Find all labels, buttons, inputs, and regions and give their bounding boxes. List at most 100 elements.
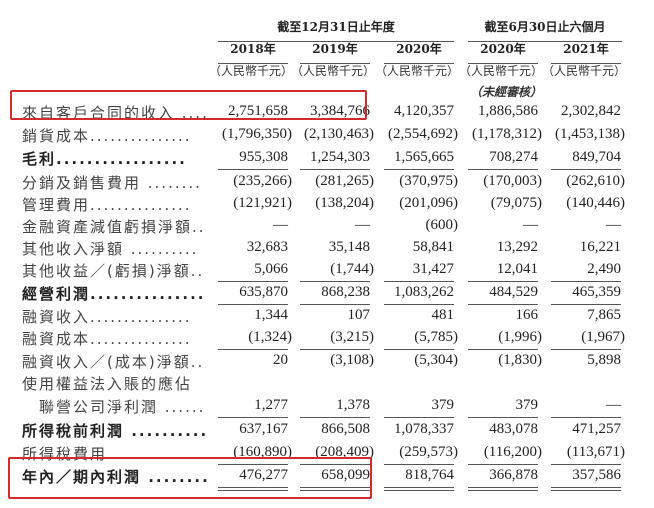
cell-value: (1,996) [498,329,542,345]
year-header: 2021年 [563,42,609,56]
cell-value: 32,683 [246,239,288,255]
cell-value: 476,277 [239,467,288,483]
table-row: 融資成本............... (1,324) (3,215) (5,785)… [0,328,654,348]
unit-label: （人民幣千元） [375,64,460,78]
cell-value: 4,120,357 [394,103,454,119]
cell-value: 5,898 [587,352,621,368]
cell-value: 35,148 [328,239,370,255]
highlight-box-revenue [10,90,367,120]
cell-value: (116,200) [483,444,542,460]
subtotal-rule [218,417,288,418]
row-label: 融資成本............... [22,330,192,348]
subtotal-rule [468,304,538,305]
cell-value: (170,003) [483,173,542,189]
cell-value: (259,573) [399,444,458,460]
year-header: 2019年 [312,42,358,56]
cell-value: (121,921) [233,195,292,211]
cell-value: — [606,397,621,413]
row-label: 聯營公司淨利潤 ...... [22,398,206,416]
total-rule [300,490,370,491]
subtotal-rule [300,281,370,282]
cell-value: 484,529 [489,284,538,300]
subtotal-rule [468,281,538,282]
cell-value: — [355,217,370,233]
cell-value: 3,384,766 [310,103,370,119]
row-label: 來自客戶合同的收入 .... [22,104,209,122]
cell-value: (5,304) [414,352,458,368]
cell-value: 107 [347,307,371,323]
cell-value: 868,238 [321,284,370,300]
subtotal-rule [218,304,288,305]
unit-label: （人民幣千元） [291,64,376,78]
subtotal-rule [468,464,538,465]
year-header: 2018年 [230,42,276,56]
subtotal-rule [551,417,621,418]
cell-value: 2,490 [587,261,621,277]
table-row: 來自客戶合同的收入 .... 2,751,658 3,384,766 4,120,35… [0,102,654,122]
cell-value: 1,083,262 [394,284,454,300]
total-rule [551,487,621,488]
cell-value: 471,257 [572,421,621,437]
cell-value: 658,099 [321,467,370,483]
cell-value: — [273,217,288,233]
subtotal-rule [551,349,621,350]
table-row: 管理費用............... (121,921) (138,204) (20… [0,194,654,214]
subtotal-rule [384,464,454,465]
table-row: 經營利潤............... 635,870 868,238 1,083,2… [0,283,654,303]
table-row: 使用權益法入賬的應佔 [0,373,654,393]
cell-value: 58,841 [412,239,454,255]
subtotal-rule [468,417,538,418]
unit-label: （人民幣千元） [209,64,294,78]
subtotal-rule [300,464,370,465]
table-row: 分銷及銷售費用 ........ (235,266) (281,265) (370,9… [0,172,654,192]
subtotal-rule [468,169,538,170]
cell-value: — [523,217,538,233]
cell-value: 481 [431,307,455,323]
row-label: 分銷及銷售費用 ........ [22,174,202,192]
cell-value: 379 [515,397,539,413]
row-label: 毛利................. [22,150,187,168]
year-rule [551,63,621,64]
subtotal-rule [300,349,370,350]
cell-value: 7,865 [587,307,621,323]
cell-value: (1,744) [330,261,374,277]
cell-value: (140,446) [566,195,625,211]
total-rule [468,487,538,488]
row-label: 金融資產減值虧損淨額.. [22,218,206,236]
cell-value: 2,751,658 [228,103,288,119]
year-rule [218,63,288,64]
row-label: 融資收入／(成本)淨額.. [22,353,205,371]
cell-value: 379 [431,397,455,413]
cell-value: 12,041 [496,261,538,277]
subtotal-rule [300,169,370,170]
subtotal-rule [384,349,454,350]
cell-value: (79,075) [490,195,542,211]
total-rule [551,490,621,491]
unit-label: （人民幣千元） [459,64,544,78]
header-half-year-period: 截至6月30日止六個月 [484,20,606,34]
year-rule [468,63,538,64]
total-rule [468,490,538,491]
subtotal-rule [218,464,288,465]
cell-value: 1,565,665 [394,149,454,165]
cell-value: 708,274 [489,149,538,165]
subtotal-rule [218,281,288,282]
cell-value: 1,078,337 [394,421,454,437]
cell-value: (201,096) [399,195,458,211]
table-row: 融資收入............... 1,344 107 481 166 7,865 [0,306,654,326]
row-label: 使用權益法入賬的應佔 [22,375,193,393]
subtotal-rule [551,304,621,305]
header-rule [218,41,454,42]
cell-value: 357,586 [572,467,621,483]
cell-value: 1,378 [336,397,370,413]
cell-value: 1,277 [254,397,288,413]
cell-value: 1,886,586 [478,103,538,119]
cell-value: 166 [515,307,539,323]
cell-value: (1,178,312) [472,126,542,142]
table-row: 金融資產減值虧損淨額.. — — (600) — — [0,216,654,236]
cell-value: (3,108) [330,352,374,368]
cell-value: (113,671) [566,444,625,460]
cell-value: 2,302,842 [561,103,621,119]
total-rule [384,487,454,488]
cell-value: (1,453,138) [555,126,625,142]
